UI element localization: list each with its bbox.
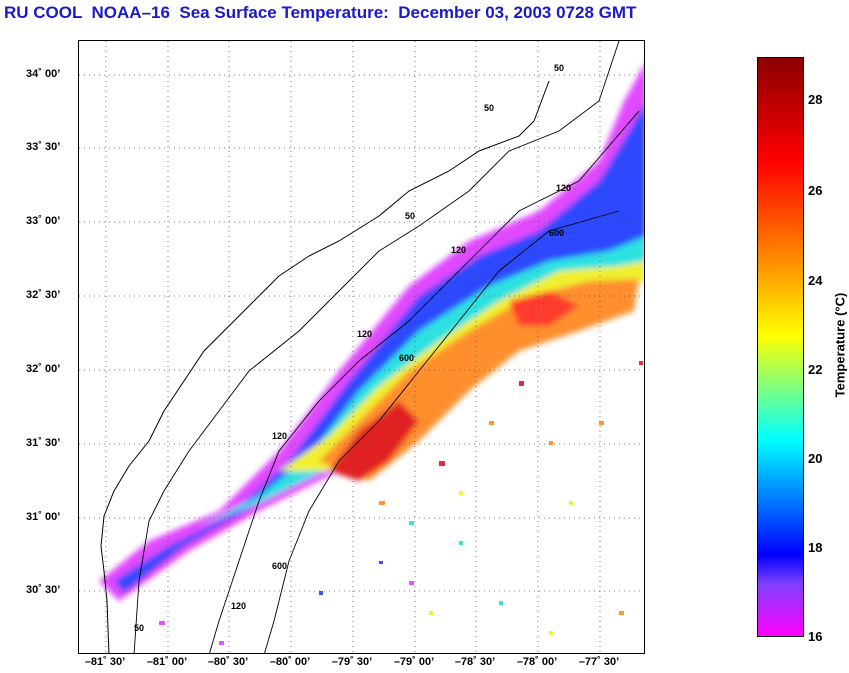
- lon-tick-label: –80˚ 30’: [207, 656, 249, 668]
- lat-tick-label: 31˚ 30’: [26, 437, 61, 449]
- page-title: RU COOL NOAA–16 Sea Surface Temperature:…: [4, 3, 637, 22]
- lon-tick-label: –78˚ 00’: [516, 656, 558, 668]
- sst-band-cool-edge: [99, 64, 644, 601]
- colorbar-tick-label: 18: [808, 540, 823, 555]
- temperature-colorbar: [757, 57, 804, 637]
- lat-tick-label: 30˚ 30’: [26, 584, 61, 596]
- lon-tick-label: –81˚ 00’: [146, 656, 188, 668]
- lat-tick-label: 31˚ 00’: [26, 511, 61, 523]
- contour-label: 600: [549, 228, 564, 238]
- contour-label: 50: [405, 211, 415, 221]
- contour-label: 600: [399, 353, 414, 363]
- lon-tick-label: –80˚ 00’: [269, 656, 311, 668]
- colorbar-tick-label: 26: [808, 183, 823, 198]
- contour-label: 120: [272, 431, 287, 441]
- contour-label: 600: [272, 561, 287, 571]
- lon-tick-label: –79˚ 00’: [393, 656, 435, 668]
- colorbar-tick-label: 16: [808, 629, 823, 644]
- contour-50: [133, 41, 620, 653]
- colorbar-tick-label: 20: [808, 451, 823, 466]
- sst-scatter: [159, 361, 643, 645]
- lat-tick-label: 34˚ 00’: [26, 68, 61, 80]
- lat-tick-label: 32˚ 30’: [26, 289, 61, 301]
- contour-label: 50: [554, 63, 564, 73]
- map-canvas: 50 50 50 120 120 120 120 600 600 600 120…: [79, 41, 644, 653]
- lon-tick-label: –78˚ 30’: [454, 656, 496, 668]
- contour-label: 120: [556, 183, 571, 193]
- lat-tick-label: 32˚ 00’: [26, 363, 61, 375]
- sst-map[interactable]: 50 50 50 120 120 120 120 600 600 600 120…: [78, 40, 645, 654]
- contour-label: 50: [134, 623, 144, 633]
- contour-label: 120: [231, 601, 246, 611]
- contour-label: 120: [357, 329, 372, 339]
- colorbar-tick-label: 28: [808, 92, 823, 107]
- colorbar-tick-label: 22: [808, 362, 823, 377]
- sst-band-red: [329, 401, 419, 481]
- contour-label: 50: [484, 103, 494, 113]
- lon-tick-label: –79˚ 30’: [331, 656, 373, 668]
- lon-tick-label: –77˚ 30’: [578, 656, 620, 668]
- sst-band-blue: [114, 104, 644, 593]
- colorbar-tick-label: 24: [808, 273, 823, 288]
- lon-tick-label: –81˚ 30’: [84, 656, 126, 668]
- sst-field: [99, 64, 644, 601]
- contour-600: [264, 210, 620, 653]
- contour-120: [209, 110, 640, 653]
- colorbar-label: Temperature (°C): [832, 292, 848, 398]
- contour-label: 120: [451, 245, 466, 255]
- sst-band-red-2: [509, 291, 579, 326]
- lat-tick-label: 33˚ 30’: [26, 141, 61, 153]
- lat-tick-label: 33˚ 00’: [26, 215, 61, 227]
